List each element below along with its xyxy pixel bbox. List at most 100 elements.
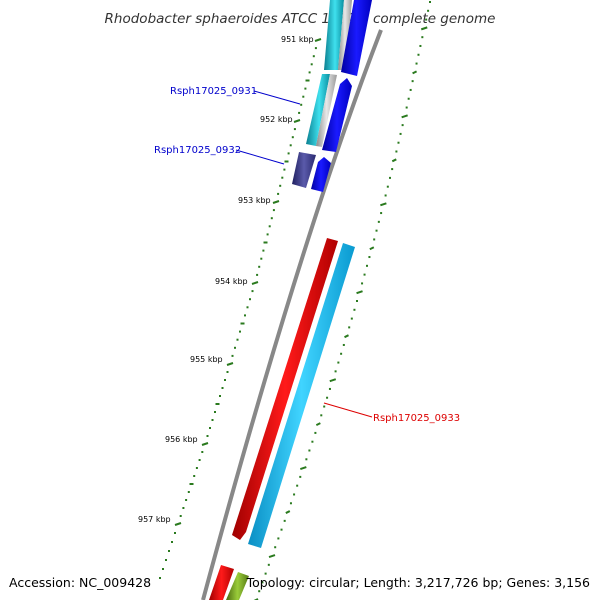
feature-cluster-bottom bbox=[209, 565, 249, 600]
minor-tick bbox=[201, 451, 204, 453]
minor-tick bbox=[211, 419, 214, 421]
outer-dot bbox=[384, 194, 387, 197]
gene-0931-cyan bbox=[306, 74, 330, 146]
outer-dot bbox=[305, 458, 308, 461]
minor-tick bbox=[195, 467, 198, 469]
gene-0932-arrow bbox=[311, 157, 331, 192]
chart-title: Rhodobacter sphaeroides ATCC 17025, comp… bbox=[105, 11, 496, 27]
outer-dot bbox=[368, 256, 371, 259]
minor-tick bbox=[193, 475, 196, 477]
outer-dot bbox=[356, 300, 358, 302]
minor-tick bbox=[258, 265, 261, 268]
outer-tick bbox=[391, 158, 397, 163]
outer-tick bbox=[300, 466, 307, 471]
outer-dot bbox=[320, 414, 323, 417]
outer-dot bbox=[363, 273, 366, 276]
outer-dot bbox=[277, 537, 280, 540]
tick-label-956: 956 kbp bbox=[165, 435, 198, 444]
accession-text: Accession: NC_009428 bbox=[9, 575, 151, 590]
minor-tick bbox=[174, 532, 176, 534]
outer-dot bbox=[299, 475, 302, 478]
outer-dot bbox=[380, 212, 383, 215]
major-tick-4 bbox=[226, 362, 234, 366]
outer-dot bbox=[296, 484, 299, 487]
outer-tick bbox=[285, 510, 291, 514]
outer-dot bbox=[348, 326, 351, 329]
minor-tick bbox=[231, 354, 234, 357]
minor-tick bbox=[206, 435, 209, 437]
minor-tick bbox=[198, 459, 201, 461]
gene-label-0931-group: Rsph17025_0931 bbox=[170, 86, 301, 105]
minor-tick bbox=[308, 71, 311, 74]
minor-tick bbox=[185, 499, 188, 501]
outer-dot bbox=[411, 80, 414, 83]
tick-label-951: 951 kbp bbox=[281, 35, 314, 44]
outer-dot bbox=[334, 370, 337, 373]
outer-tick bbox=[412, 70, 418, 75]
outer-dot bbox=[293, 493, 296, 496]
gene-0933-light-blue bbox=[248, 243, 355, 548]
minor-tick bbox=[281, 176, 284, 179]
outer-tick bbox=[329, 378, 337, 383]
minor-tick bbox=[249, 298, 251, 301]
minor-tick bbox=[219, 395, 221, 397]
minor-tick bbox=[224, 379, 226, 381]
outer-dot bbox=[397, 141, 400, 144]
outer-dot bbox=[365, 264, 368, 267]
minor-tick bbox=[304, 87, 307, 90]
tick-labels: 951 kbp 952 kbp 953 kbp 954 kbp 955 kbp … bbox=[138, 35, 314, 524]
outer-tick bbox=[356, 290, 363, 295]
feature-cluster-0933 bbox=[232, 238, 355, 548]
minor-tick bbox=[298, 111, 301, 114]
feature-blue-top bbox=[341, 0, 372, 76]
outer-dot bbox=[353, 308, 356, 311]
minor-tick bbox=[314, 47, 317, 50]
minor-tick bbox=[187, 491, 190, 493]
outer-dot bbox=[350, 317, 353, 320]
minor-tick bbox=[168, 550, 170, 552]
minor-tick bbox=[283, 168, 286, 171]
tick-label-953: 953 kbp bbox=[238, 196, 271, 205]
outer-dot bbox=[267, 563, 270, 566]
major-tick-0 bbox=[314, 38, 322, 42]
outer-dot bbox=[421, 36, 424, 39]
major-tick-6 bbox=[174, 522, 182, 526]
gene-label-0932: Rsph17025_0932 bbox=[154, 145, 241, 156]
minor-tick bbox=[266, 233, 269, 236]
minor-tick bbox=[179, 515, 182, 517]
outer-dot bbox=[274, 546, 277, 549]
outer-dot bbox=[264, 572, 267, 575]
genome-backbone bbox=[201, 29, 383, 600]
leader-line-0932 bbox=[235, 149, 285, 165]
minor-tick bbox=[246, 306, 249, 309]
tick-label-954: 954 kbp bbox=[215, 277, 248, 286]
tick-label-957: 957 kbp bbox=[138, 515, 171, 524]
outer-dot bbox=[361, 282, 364, 285]
gene-0932-navy bbox=[292, 152, 316, 188]
outer-dot bbox=[415, 62, 418, 65]
major-tick-1 bbox=[293, 119, 301, 123]
major-tick-5 bbox=[201, 442, 209, 446]
outer-dot bbox=[391, 168, 394, 171]
outer-dot bbox=[405, 106, 408, 109]
minor-tick bbox=[256, 273, 259, 276]
tick-label-955: 955 kbp bbox=[190, 355, 223, 364]
minor-tick bbox=[234, 346, 236, 349]
minor-tick bbox=[209, 427, 211, 429]
gene-label-0933-group: Rsph17025_0933 bbox=[323, 402, 460, 424]
outer-dot bbox=[261, 581, 264, 584]
minor-tick bbox=[182, 507, 185, 509]
minor-tick bbox=[162, 568, 164, 570]
minor-tick bbox=[221, 387, 224, 389]
minor-tick bbox=[272, 209, 275, 212]
minor-tick bbox=[291, 136, 294, 139]
minor-tick bbox=[236, 338, 239, 341]
feature-cyan-top bbox=[324, 0, 344, 70]
gene-0933-red bbox=[232, 238, 338, 540]
outer-tick bbox=[369, 246, 375, 251]
minor-tick bbox=[159, 577, 161, 579]
minor-tick bbox=[226, 371, 229, 373]
feature-olive-bottom bbox=[226, 572, 249, 600]
